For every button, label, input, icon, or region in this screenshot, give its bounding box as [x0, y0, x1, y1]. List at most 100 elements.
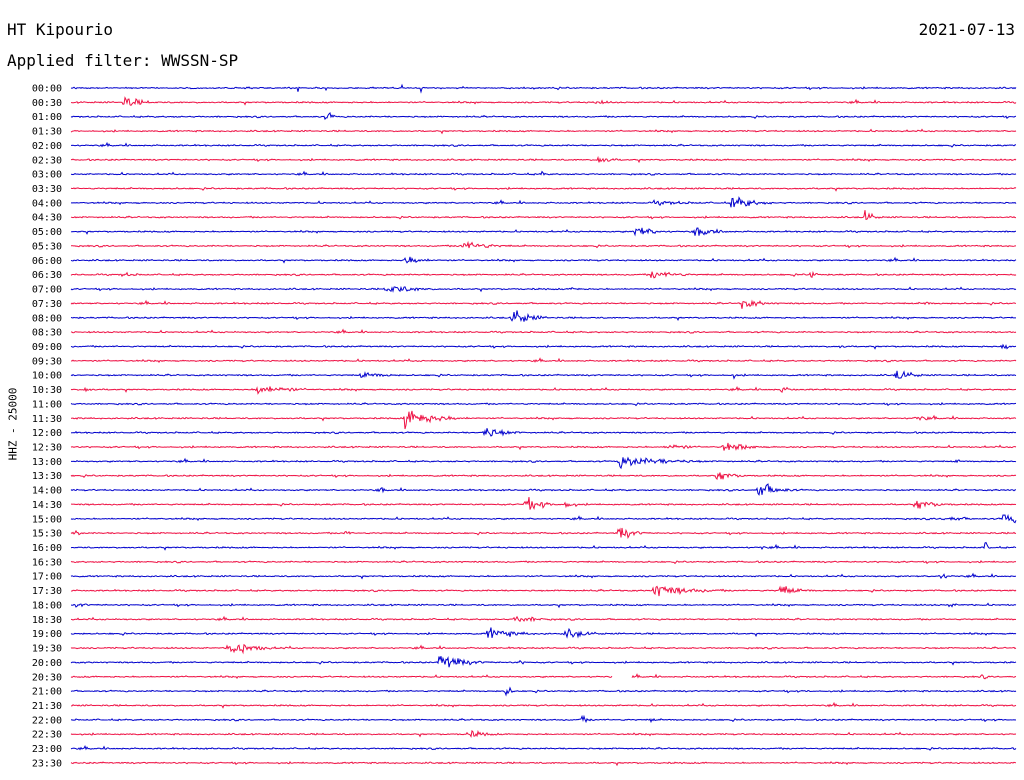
row-time-label: 12:00 [32, 428, 62, 439]
row-time-label: 21:30 [32, 701, 62, 712]
row-time-label: 19:00 [32, 629, 62, 640]
row-time-label: 14:30 [32, 500, 62, 511]
seismic-trace [70, 370, 1017, 380]
row-time-label: 13:00 [32, 457, 62, 468]
row-time-label: 20:30 [32, 672, 62, 683]
row-time-label: 23:00 [32, 744, 62, 755]
seismic-trace [70, 170, 1017, 177]
seismic-trace [70, 227, 1017, 237]
seismic-trace [70, 402, 1017, 407]
row-time-label: 13:30 [32, 471, 62, 482]
row-time-label: 17:30 [32, 586, 62, 597]
row-time-label: 10:30 [32, 385, 62, 396]
filter-label: Applied filter: WWSSN-SP [7, 51, 239, 70]
row-time-label: 16:30 [32, 557, 62, 568]
seismic-trace [70, 256, 1017, 264]
seismic-trace [70, 196, 1017, 208]
seismic-trace [70, 472, 1017, 481]
seismic-trace [70, 128, 1017, 135]
row-time-label: 01:30 [32, 127, 62, 138]
seismic-trace [70, 299, 1017, 309]
row-time-label: 06:30 [32, 270, 62, 281]
seismic-trace [70, 615, 1017, 623]
row-time-label: 21:00 [32, 687, 62, 698]
row-time-label: 02:00 [32, 141, 62, 152]
seismic-trace [70, 357, 1017, 364]
seismic-trace [71, 456, 1017, 470]
row-time-label: 06:00 [32, 256, 62, 267]
row-time-label: 23:30 [32, 758, 62, 769]
row-time-label: 09:00 [32, 342, 62, 353]
seismic-trace [70, 497, 1017, 510]
row-time-label: 14:00 [32, 486, 62, 497]
row-time-label: 15:30 [32, 529, 62, 540]
row-time-label: 01:00 [32, 112, 62, 123]
row-time-label: 05:00 [32, 227, 62, 238]
seismic-trace [70, 83, 1017, 94]
seismic-trace [70, 112, 1017, 121]
seismic-trace [70, 714, 1017, 724]
row-time-label: 03:00 [32, 170, 62, 181]
row-time-label: 02:30 [32, 155, 62, 166]
seismic-trace [70, 343, 1017, 350]
row-time-label: 17:00 [32, 572, 62, 583]
seismic-trace [70, 210, 1017, 220]
row-time-label: 10:00 [32, 371, 62, 382]
row-time-label: 04:30 [32, 213, 62, 224]
seismic-trace [70, 96, 1017, 107]
row-time-label: 09:30 [32, 356, 62, 367]
seismic-trace [70, 442, 1017, 451]
seismic-trace [70, 527, 1017, 539]
seismic-trace [70, 385, 1017, 395]
row-time-label: 08:30 [32, 328, 62, 339]
seismic-trace [70, 643, 1017, 655]
row-time-label: 07:30 [32, 299, 62, 310]
seismic-trace [70, 729, 1017, 738]
station-title: HT Kipourio [7, 20, 113, 39]
seismic-trace [70, 270, 1017, 279]
row-time-label: 08:00 [32, 313, 62, 324]
row-time-label: 00:00 [32, 84, 62, 95]
seismic-trace [70, 655, 1017, 668]
row-time-label: 18:30 [32, 615, 62, 626]
seismic-trace [70, 585, 1017, 597]
row-time-label: 04:00 [32, 198, 62, 209]
seismic-trace [70, 602, 1017, 609]
row-time-label: 11:00 [32, 399, 62, 410]
record-date: 2021-07-13 [918, 20, 1015, 39]
seismic-trace [70, 627, 1017, 639]
seismic-trace [70, 141, 1017, 148]
row-time-label: 07:00 [32, 285, 62, 296]
row-time-label: 05:30 [32, 241, 62, 252]
seismic-trace [70, 559, 1017, 565]
row-time-label: 20:00 [32, 658, 62, 669]
seismic-trace [70, 483, 1017, 496]
row-time-label: 18:00 [32, 600, 62, 611]
seismic-trace [70, 701, 1017, 709]
seismic-trace [70, 572, 1017, 580]
row-time-label: 00:30 [32, 98, 62, 109]
seismic-trace [71, 240, 1017, 249]
seismic-trace [70, 285, 1017, 293]
row-time-label: 11:30 [32, 414, 62, 425]
row-time-label: 22:00 [32, 715, 62, 726]
seismic-trace [70, 761, 1017, 767]
row-time-label: 22:30 [32, 730, 62, 741]
seismic-trace [70, 328, 1017, 335]
row-time-label: 12:30 [32, 443, 62, 454]
seismic-trace [70, 514, 1017, 524]
seismic-trace [70, 186, 1017, 192]
seismic-trace [70, 744, 1017, 751]
seismic-trace [70, 410, 1017, 430]
row-time-label: 03:30 [32, 184, 62, 195]
seismic-trace [70, 310, 1017, 323]
row-time-label: 16:00 [32, 543, 62, 554]
seismic-trace [70, 673, 1017, 680]
seismic-trace [70, 541, 1017, 551]
seismic-trace [70, 686, 1017, 697]
seismic-trace [70, 155, 1017, 164]
row-time-label: 19:30 [32, 644, 62, 655]
row-time-label: 15:00 [32, 514, 62, 525]
seismic-trace [70, 428, 1017, 437]
